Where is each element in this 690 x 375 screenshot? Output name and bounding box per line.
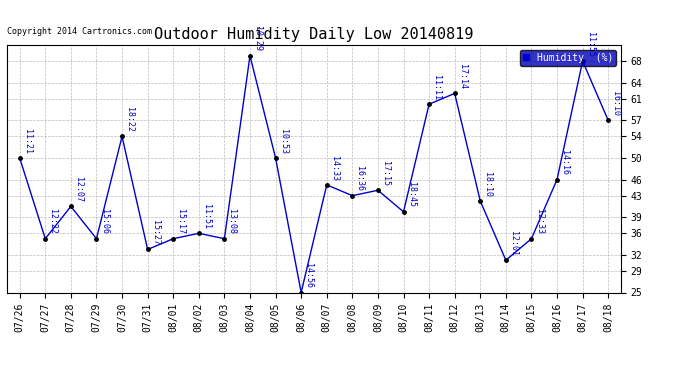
Text: 18:45: 18:45 — [406, 183, 415, 207]
Text: 15:27: 15:27 — [150, 220, 159, 245]
Text: 14:33: 14:33 — [330, 156, 339, 181]
Text: 17:15: 17:15 — [381, 161, 390, 186]
Text: 12:01: 12:01 — [509, 231, 518, 256]
Text: 10:53: 10:53 — [279, 129, 288, 154]
Text: 10:29: 10:29 — [253, 27, 262, 51]
Text: 14:56: 14:56 — [304, 263, 313, 288]
Text: 16:10: 16:10 — [611, 91, 620, 116]
Text: Copyright 2014 Cartronics.com: Copyright 2014 Cartronics.com — [7, 27, 152, 36]
Text: 12:33: 12:33 — [535, 209, 544, 234]
Text: 15:17: 15:17 — [176, 209, 186, 234]
Text: 14:16: 14:16 — [560, 150, 569, 175]
Text: 11:51: 11:51 — [202, 204, 211, 229]
Text: 17:14: 17:14 — [457, 64, 466, 89]
Text: 15:06: 15:06 — [99, 209, 108, 234]
Text: 12:22: 12:22 — [48, 209, 57, 234]
Text: 13:08: 13:08 — [228, 209, 237, 234]
Text: 16:36: 16:36 — [355, 166, 364, 191]
Legend: Humidity  (%): Humidity (%) — [520, 50, 616, 66]
Text: 12:07: 12:07 — [74, 177, 83, 202]
Text: 11:11: 11:11 — [432, 75, 441, 100]
Text: 18:10: 18:10 — [483, 172, 493, 197]
Text: 11:21: 11:21 — [23, 129, 32, 154]
Text: 11:55: 11:55 — [586, 32, 595, 57]
Text: 18:22: 18:22 — [125, 107, 134, 132]
Title: Outdoor Humidity Daily Low 20140819: Outdoor Humidity Daily Low 20140819 — [155, 27, 473, 42]
